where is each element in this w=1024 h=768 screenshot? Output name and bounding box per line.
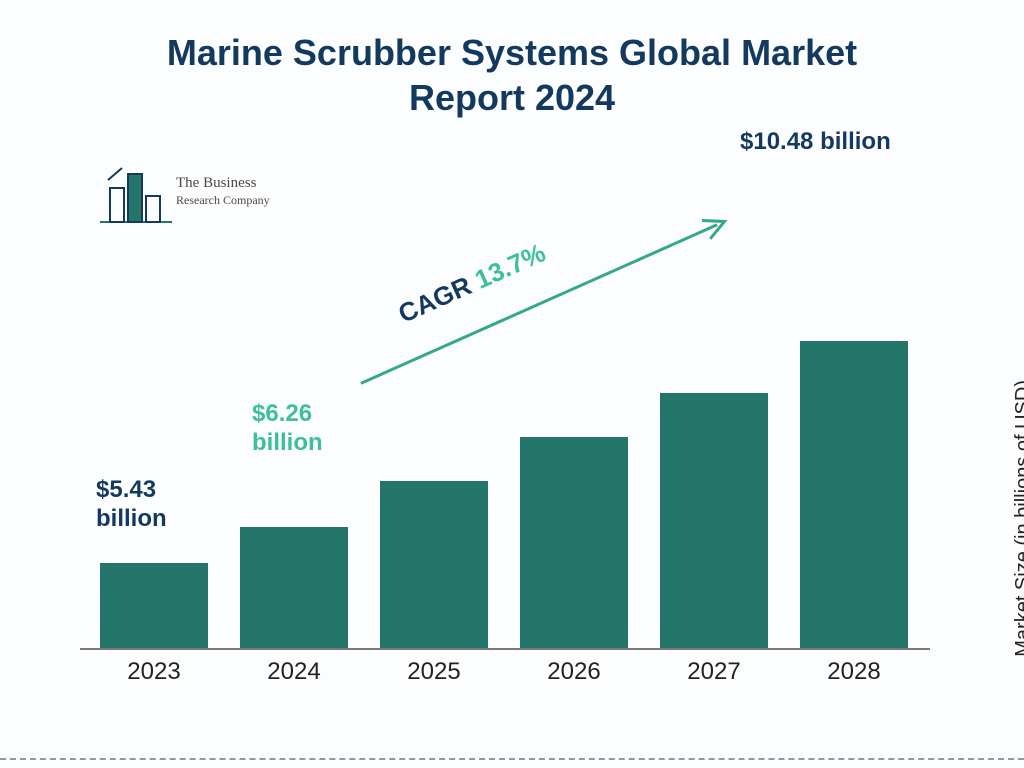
value-callout: $5.43billion <box>96 476 167 534</box>
x-tick-label: 2027 <box>660 658 768 686</box>
x-tick-label: 2028 <box>800 658 908 686</box>
title-line1: Marine Scrubber Systems Global Market <box>167 32 857 73</box>
x-tick-label: 2023 <box>100 658 208 686</box>
bar <box>660 393 768 648</box>
chart-title: Marine Scrubber Systems Global Market Re… <box>0 30 1024 120</box>
value-callout: $10.48 billion <box>740 128 891 157</box>
chart-area: 2023 2024 2025 2026 2027 2028 <box>80 160 930 690</box>
x-tick-label: 2025 <box>380 658 488 686</box>
bar <box>800 341 908 648</box>
x-axis-line <box>80 648 930 650</box>
bar <box>520 437 628 648</box>
bar <box>240 527 348 648</box>
bar <box>380 481 488 648</box>
x-tick-label: 2024 <box>240 658 348 686</box>
footer-divider <box>0 758 1024 760</box>
x-tick-label: 2026 <box>520 658 628 686</box>
bar <box>100 563 208 648</box>
y-axis-label: Market Size (in billions of USD) <box>1012 380 1024 657</box>
value-callout: $6.26billion <box>252 400 323 458</box>
title-line2: Report 2024 <box>409 77 615 118</box>
